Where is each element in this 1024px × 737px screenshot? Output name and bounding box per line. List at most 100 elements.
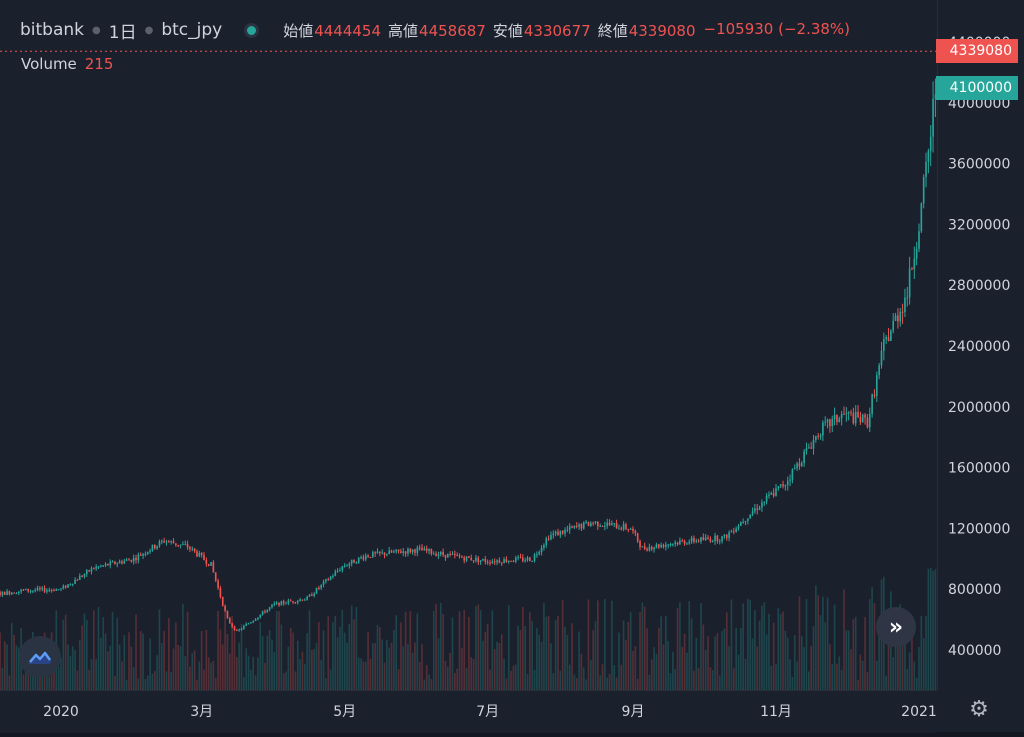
candle-body [683,540,686,544]
candle-body [100,565,102,567]
volume-bar [831,664,834,690]
candle-body [451,553,454,555]
volume-bar [775,664,777,690]
time-axis[interactable]: 2020 3月 5月 7月 9月 11月 2021 [0,690,937,733]
volume-bar [840,669,843,690]
candle-body [906,297,909,299]
volume-bar [334,615,337,690]
volume-bar [489,669,491,690]
volume-bar [754,610,756,690]
candle-body [182,544,184,546]
volume-bar [554,619,557,690]
candle-body [554,531,557,534]
volume-bar [798,596,801,690]
volume-bar [845,630,848,690]
volume-bar [538,634,541,690]
volume-bar [587,599,590,690]
volume-bar [779,613,782,690]
volume-bar [397,669,400,690]
candle-body [777,486,780,489]
time-tick-label: 3月 [190,704,213,720]
volume-bar [261,636,264,690]
candle-body [594,521,597,523]
volume-bar [273,652,276,690]
volume-bar [315,643,318,690]
candle-body [360,557,362,559]
volume-bar [22,674,25,690]
volume-bar [920,615,923,690]
volume-bar [303,663,306,690]
candle-body [650,546,653,550]
candle-body [824,421,827,423]
candle-body [749,514,752,519]
candle-body [285,603,287,605]
candle-body [425,548,428,551]
candle-body [109,561,112,566]
volume-bar [740,627,742,690]
volume-bar [125,679,128,690]
volume-bar [531,620,534,690]
candle-body [421,547,423,551]
symbol-label[interactable]: btc_jpy [161,20,223,40]
volume-bar [805,599,808,690]
candle-body [186,544,189,548]
candle-body [742,521,745,523]
candle-body [838,418,841,423]
tradingview-logo-button[interactable] [19,636,61,678]
volume-bar [109,645,112,690]
volume-bar [500,634,503,690]
candle-body [676,542,679,545]
interval-label[interactable]: 1日 [108,22,137,43]
volume-bar [151,673,154,690]
candle-body [41,587,44,590]
volume-bar [53,665,55,690]
candle-body [139,554,142,556]
volume-bar [622,620,625,690]
candle-body [493,561,496,563]
candle-body [768,494,770,496]
volume-bar [908,652,911,690]
volume-bar [296,640,299,690]
candle-body [318,587,320,589]
volume-bar [275,611,278,690]
volume-bar [543,603,545,690]
volume-bar [400,622,402,690]
candle-body [137,554,140,561]
volume-bar [545,616,548,690]
volume-value: 215 [84,55,114,73]
price-plot[interactable] [0,0,937,690]
candle-body [442,551,444,555]
volume-bar [395,615,398,690]
price-axis[interactable]: 400000 800000 1200000 1600000 2000000 2400000… [937,0,1024,690]
candle-body [756,508,759,510]
volume-bar [772,622,775,690]
volume-bar [198,661,201,690]
volume-bar [224,612,226,690]
candle-body [245,624,248,626]
volume-bar [343,632,346,690]
candle-body [789,479,791,481]
candle-body [489,562,491,564]
candle-body [381,552,383,554]
volume-bar [402,646,405,690]
candle-body [721,536,723,542]
scroll-to-realtime-button[interactable]: » [876,607,916,647]
volume-bar [751,638,754,690]
candle-body [280,601,283,606]
candle-body [369,556,372,558]
candle-body [257,617,259,620]
volume-bar [240,624,243,690]
volume-bar [114,676,116,690]
candle-body [416,547,419,553]
volume-bar [386,640,388,690]
candle-body [737,525,740,529]
volume-bar [339,626,341,690]
volume-bar [191,653,194,690]
volume-bar [104,633,107,690]
candle-body [200,552,203,556]
settings-button[interactable]: ⚙ [966,697,992,723]
candle-body [428,549,430,551]
high-value: 4458687 [419,21,486,40]
volume-bar [8,675,11,690]
